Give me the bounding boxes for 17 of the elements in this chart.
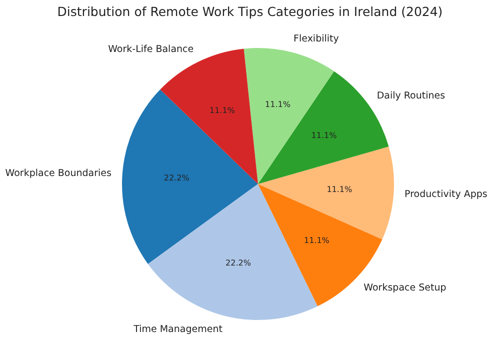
pie-slice: [122, 90, 258, 264]
slice-label: Flexibility: [294, 33, 340, 44]
chart-title: Distribution of Remote Work Tips Categories in Ireland (2024): [57, 4, 443, 19]
slice-label: Daily Routines: [376, 90, 446, 102]
slice-label: Workplace Boundaries: [5, 168, 112, 180]
slice-label: Productivity Apps: [404, 189, 488, 200]
data-label: 11.1%: [304, 236, 330, 245]
data-label: 11.1%: [210, 106, 236, 115]
data-label: 22.2%: [226, 258, 252, 268]
data-label: 11.1%: [311, 131, 338, 140]
slice-label: Time Management: [132, 324, 223, 335]
slice-label: Work-Life Balance: [108, 44, 194, 56]
data-label: 11.1%: [326, 184, 353, 194]
data-label: 11.1%: [265, 100, 291, 110]
data-label: 22.2%: [164, 173, 190, 182]
slice-label: Workspace Setup: [364, 282, 446, 294]
pie-slice: [244, 48, 334, 184]
